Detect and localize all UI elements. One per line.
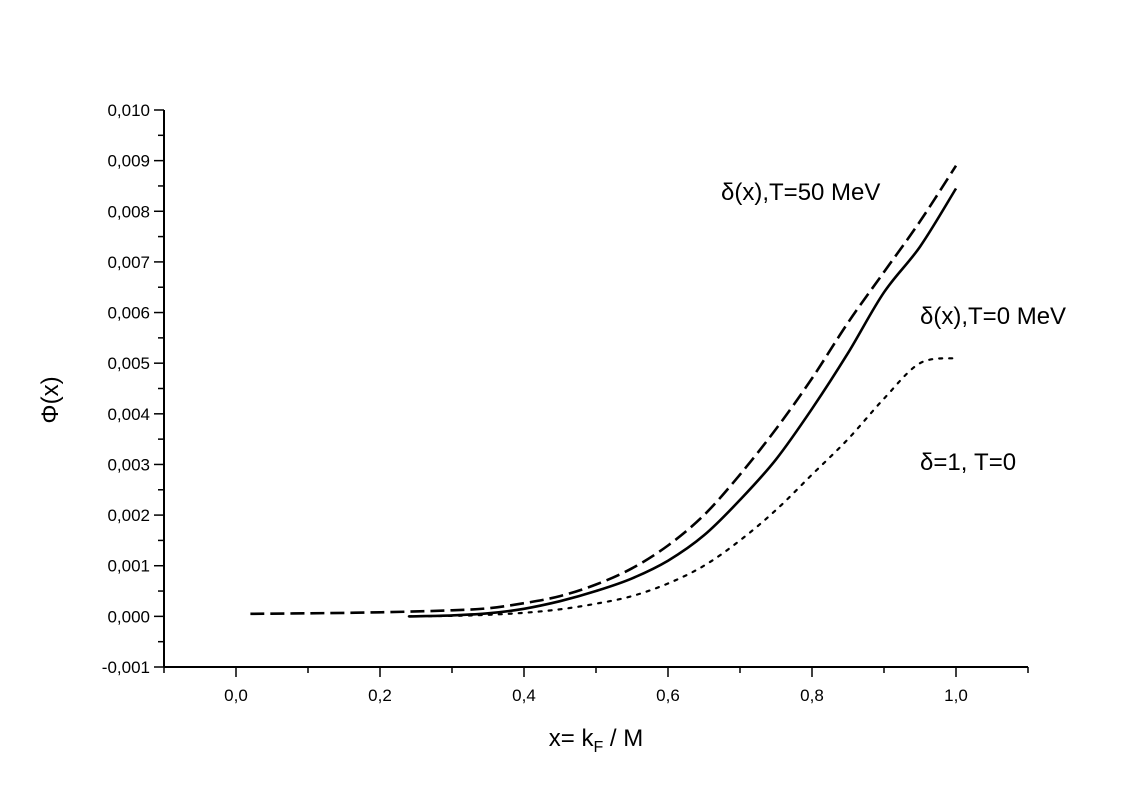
annotation-dashed: δ(x),T=50 MeV <box>721 179 880 206</box>
ticks: 0,0 0,2 0,4 0,6 0,8 1,0 -0,001 0,000 0,001 0,002 0… <box>102 101 1029 705</box>
y-tick-label: 0,003 <box>107 455 150 474</box>
y-tick-label: 0,000 <box>107 607 150 626</box>
y-tick-label: -0,001 <box>102 658 150 677</box>
x-axis-title-suffix: / M <box>603 725 643 752</box>
y-tick-label: 0,004 <box>107 405 150 424</box>
x-tick-label: 0,6 <box>656 686 680 705</box>
x-tick-label: 0,2 <box>368 686 392 705</box>
x-tick-label: 0,4 <box>512 686 536 705</box>
y-tick-label: 0,009 <box>107 152 150 171</box>
annotation-solid: δ(x),T=0 MeV <box>920 303 1066 330</box>
x-axis-title-subscript: F <box>593 739 603 756</box>
x-tick-label: 0,8 <box>800 686 824 705</box>
y-tick-label: 0,002 <box>107 506 150 525</box>
x-axis-title: x= kF / M <box>549 725 643 756</box>
y-axis-title: Φ(x) <box>37 376 64 423</box>
annotation-dotted: δ=1, T=0 <box>920 449 1016 476</box>
y-tick-label: 0,007 <box>107 253 150 272</box>
series-solid-line <box>408 187 958 618</box>
y-tick-label: 0,006 <box>107 304 150 323</box>
x-tick-label: 0,0 <box>224 686 248 705</box>
x-axis-title-main: x= k <box>549 725 595 752</box>
y-tick-label: 0,010 <box>107 101 150 120</box>
x-tick-label: 1,0 <box>944 686 968 705</box>
y-tick-label: 0,005 <box>107 354 150 373</box>
y-tick-label: 0,001 <box>107 557 150 576</box>
series-dashed-line <box>250 164 958 616</box>
y-tick-label: 0,008 <box>107 202 150 221</box>
curves <box>250 164 958 618</box>
series-dotted-line <box>407 357 958 618</box>
